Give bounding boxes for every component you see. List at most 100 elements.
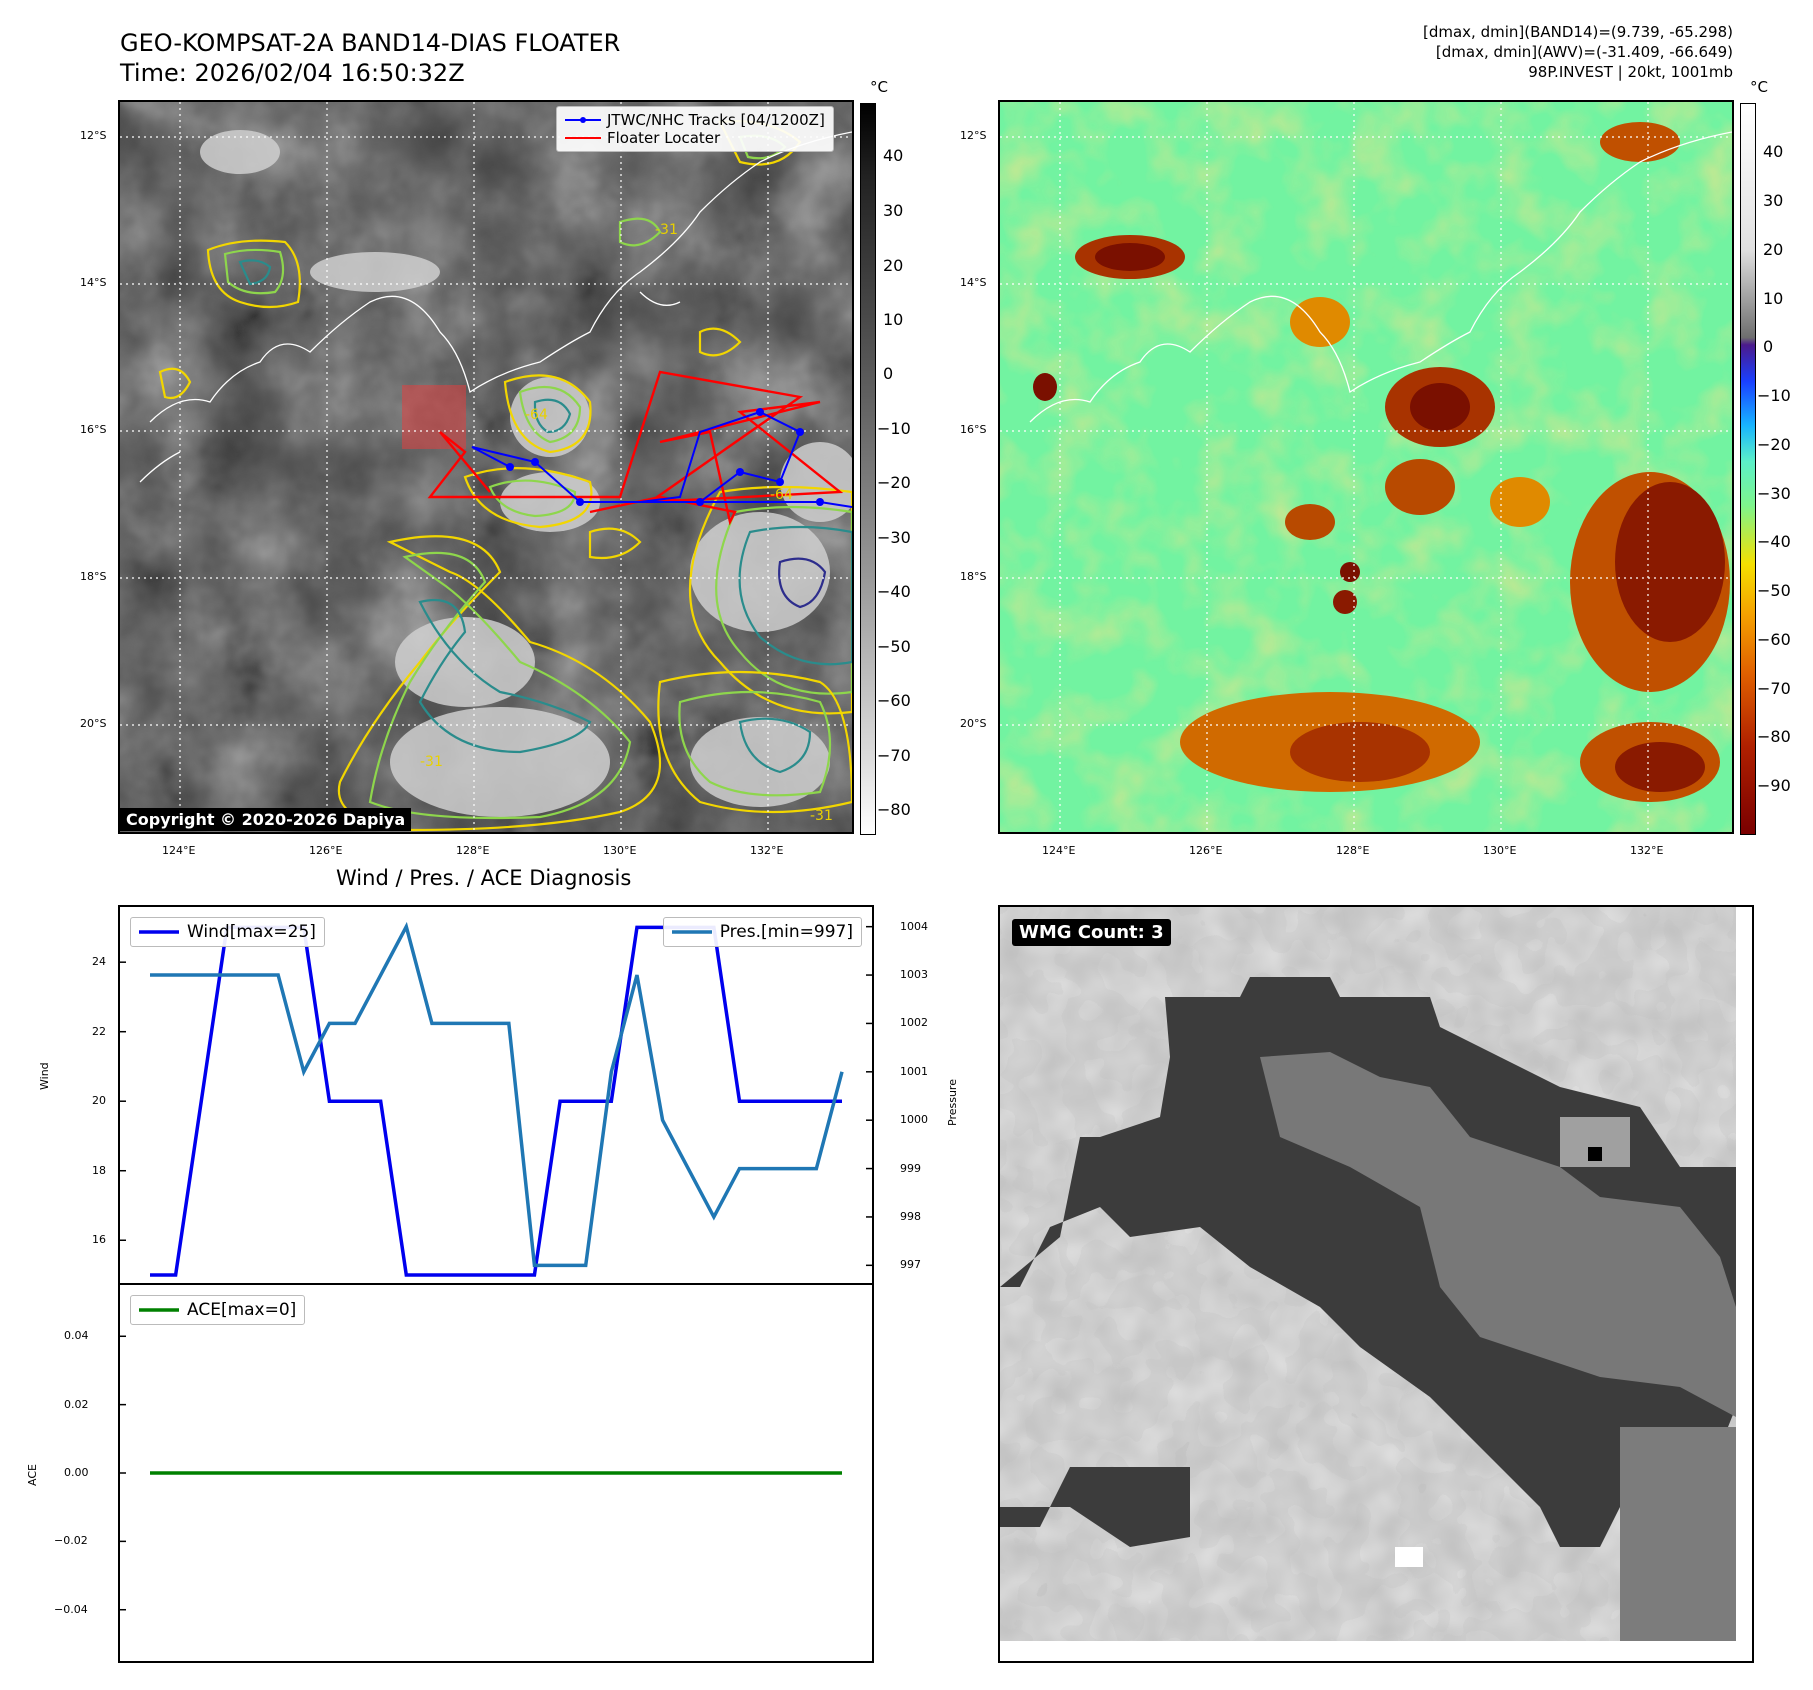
ace-ytick: 0.02 [64, 1397, 89, 1411]
cbar-tick: −10 [877, 419, 911, 438]
wmg-center-pixel [1588, 1147, 1602, 1161]
lat-label: 14°S [960, 276, 987, 289]
warm-regions [1033, 122, 1730, 802]
stat-line1: [dmax, dmin](BAND14)=(9.739, -65.298) [1422, 23, 1733, 41]
cbar-tick: 30 [883, 201, 904, 220]
wmg-white-pixel [1395, 1547, 1423, 1567]
pres-legend-label: Pres.[min=997] [719, 922, 853, 942]
ace-ytick: 0.04 [64, 1329, 89, 1343]
wmg-right-strip [1620, 1427, 1736, 1641]
pres-legend-swatch [671, 930, 712, 934]
wmg-bottom-strip [1000, 1641, 1752, 1661]
pressure-ytick: 1001 [900, 1064, 928, 1078]
wmg-dark-region [1000, 977, 1736, 1547]
gridlines [120, 102, 852, 832]
legend-floater-swatch [565, 137, 601, 139]
cbar-tick: −30 [877, 528, 911, 547]
ir-map-panel: JTWC/NHC Tracks [04/1200Z] Floater Locat… [118, 100, 854, 834]
contour-label-4: -64 [770, 487, 793, 503]
pres-ylabel: Pressure [946, 1079, 959, 1126]
contour-label-2: -64 [525, 407, 548, 423]
cbar-tick: 20 [883, 256, 904, 275]
ace-panel: ACE[max=0] [118, 1283, 874, 1663]
jtwc-points [506, 408, 824, 506]
cbar-tick: −60 [877, 691, 911, 710]
left-cbar-unit: °C [870, 78, 888, 96]
cbar-tick: −80 [1757, 727, 1791, 746]
wind-legend: Wind[max=25] [130, 917, 325, 947]
legend-track-label: JTWC/NHC Tracks [04/1200Z] [607, 111, 825, 129]
ace-ylabel: ACE [26, 1464, 39, 1486]
wind-pres-panel: Wind[max=25] Pres.[min=997] [118, 905, 874, 1285]
right-cbar-unit: °C [1750, 78, 1768, 96]
pressure-ytick: 1002 [900, 1016, 928, 1030]
ace-svg [120, 1335, 842, 1611]
cbar-tick: −70 [1757, 679, 1791, 698]
stats-block: [dmax, dmin](BAND14)=(9.739, -65.298) [d… [1423, 22, 1733, 82]
title-line1: GEO-KOMPSAT-2A BAND14-DIAS FLOATER [120, 29, 621, 57]
lon-label: 126°E [1189, 844, 1223, 857]
wind-ytick: 20 [92, 1094, 106, 1108]
wind-ytick: 22 [92, 1024, 106, 1038]
figure-title: GEO-KOMPSAT-2A BAND14-DIAS FLOATER Time:… [120, 28, 620, 88]
lat-label: 12°S [80, 129, 107, 142]
cbar-tick: −20 [1757, 435, 1791, 454]
lon-label: 128°E [456, 844, 490, 857]
coastline [139, 131, 852, 483]
lon-label: 132°E [750, 844, 784, 857]
cbar-tick: 10 [883, 310, 904, 329]
title-line2: Time: 2026/02/04 16:50:32Z [120, 59, 465, 87]
lat-label: 16°S [80, 423, 107, 436]
stat-line2: [dmax, dmin](AWV)=(-31.409, -66.649) [1435, 43, 1733, 61]
contour-label-5: -31 [810, 808, 833, 824]
stat-line3: 98P.INVEST | 20kt, 1001mb [1528, 63, 1733, 81]
pressure-ytick: 1003 [900, 968, 928, 982]
floater-track [427, 370, 844, 526]
lon-label: 124°E [162, 844, 196, 857]
gridlines-right [1000, 102, 1732, 832]
lon-label: 126°E [309, 844, 343, 857]
wmg-svg [1000, 907, 1752, 1661]
pressure-ytick: 999 [900, 1161, 921, 1175]
pressure-ytick: 998 [900, 1209, 921, 1223]
map-legend: JTWC/NHC Tracks [04/1200Z] Floater Locat… [556, 106, 834, 152]
diagnosis-title: Wind / Pres. / ACE Diagnosis [336, 866, 632, 890]
cbar-tick: −90 [1757, 776, 1791, 795]
lon-label: 130°E [1483, 844, 1517, 857]
cbar-tick: −20 [877, 473, 911, 492]
ace-ytick: −0.04 [54, 1602, 88, 1616]
cbar-tick: −30 [1757, 484, 1791, 503]
cbar-tick: 0 [1763, 337, 1774, 356]
legend-floater-label: Floater Locater [607, 129, 721, 147]
pres-legend: Pres.[min=997] [662, 917, 862, 947]
lat-label: 14°S [80, 276, 107, 289]
cbar-tick: 40 [1763, 142, 1784, 161]
lon-label: 132°E [1630, 844, 1664, 857]
pressure-ytick: 1000 [900, 1113, 928, 1127]
lon-label: 128°E [1336, 844, 1370, 857]
legend-floater-row: Floater Locater [565, 129, 825, 147]
pressure-series-line [150, 921, 844, 1268]
wind-series-line [150, 925, 842, 1277]
copyright-badge: Copyright © 2020-2026 Dapiya [120, 808, 412, 831]
wmg-edge-strip [1736, 907, 1752, 1661]
wind-legend-swatch [139, 930, 179, 934]
wmg-panel: WMG Count: 3 [998, 905, 1754, 1663]
ace-legend: ACE[max=0] [130, 1295, 306, 1325]
pressure-ytick: 1004 [900, 919, 928, 933]
cbar-tick: −80 [877, 800, 911, 819]
floater-box [402, 385, 466, 449]
wind-legend-label: Wind[max=25] [187, 922, 316, 942]
cbar-tick: 40 [883, 146, 904, 165]
cbar-tick: −60 [1757, 630, 1791, 649]
right-colorbar [1740, 103, 1756, 835]
wind-ytick: 18 [92, 1163, 106, 1177]
ace-ytick: 0.00 [64, 1466, 89, 1479]
ace-legend-swatch [139, 1308, 179, 1312]
lat-label: 18°S [960, 570, 987, 583]
lat-label: 20°S [80, 717, 107, 730]
awv-map-svg [1000, 102, 1732, 832]
cbar-tick: 10 [1763, 289, 1784, 308]
cbar-tick: 20 [1763, 240, 1784, 259]
contour-label-3: -31 [420, 754, 443, 770]
